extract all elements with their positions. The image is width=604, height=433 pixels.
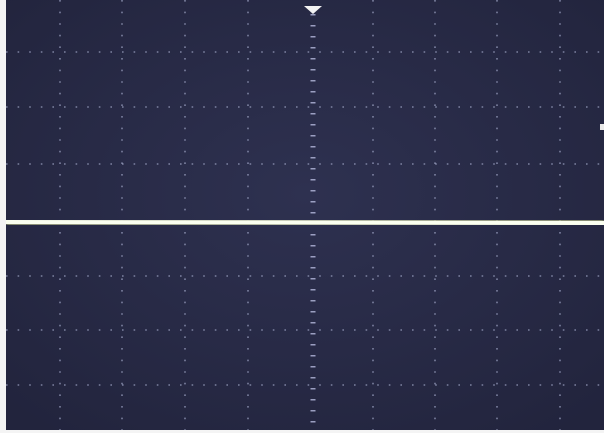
oscilloscope-screen [0,0,604,433]
trace [6,222,604,223]
level-marker [600,124,604,130]
bezel-left [0,0,6,433]
screen-background [6,0,604,430]
page [0,0,604,433]
trace-line [6,222,604,223]
